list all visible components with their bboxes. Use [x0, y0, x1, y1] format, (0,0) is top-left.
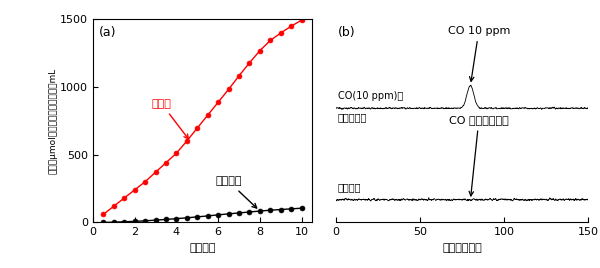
Text: (a): (a) — [99, 25, 117, 39]
Text: CO 10 ppm: CO 10 ppm — [448, 26, 510, 81]
Text: 新触娉: 新触娉 — [152, 99, 188, 139]
Text: 従来触娉: 従来触娉 — [215, 176, 257, 208]
Text: 含んだガス: 含んだガス — [338, 112, 367, 122]
Text: 発生ガス: 発生ガス — [338, 182, 361, 192]
Text: CO のピークなし: CO のピークなし — [449, 116, 509, 196]
Text: CO(10 ppm)を: CO(10 ppm)を — [338, 91, 403, 100]
Y-axis label: 触娉１μmolあたりのガス発生量／mL: 触娉１μmolあたりのガス発生量／mL — [49, 68, 58, 174]
Text: (b): (b) — [338, 26, 355, 39]
X-axis label: 時間／分: 時間／分 — [189, 243, 216, 253]
X-axis label: 保持時間／秒: 保持時間／秒 — [442, 243, 482, 253]
